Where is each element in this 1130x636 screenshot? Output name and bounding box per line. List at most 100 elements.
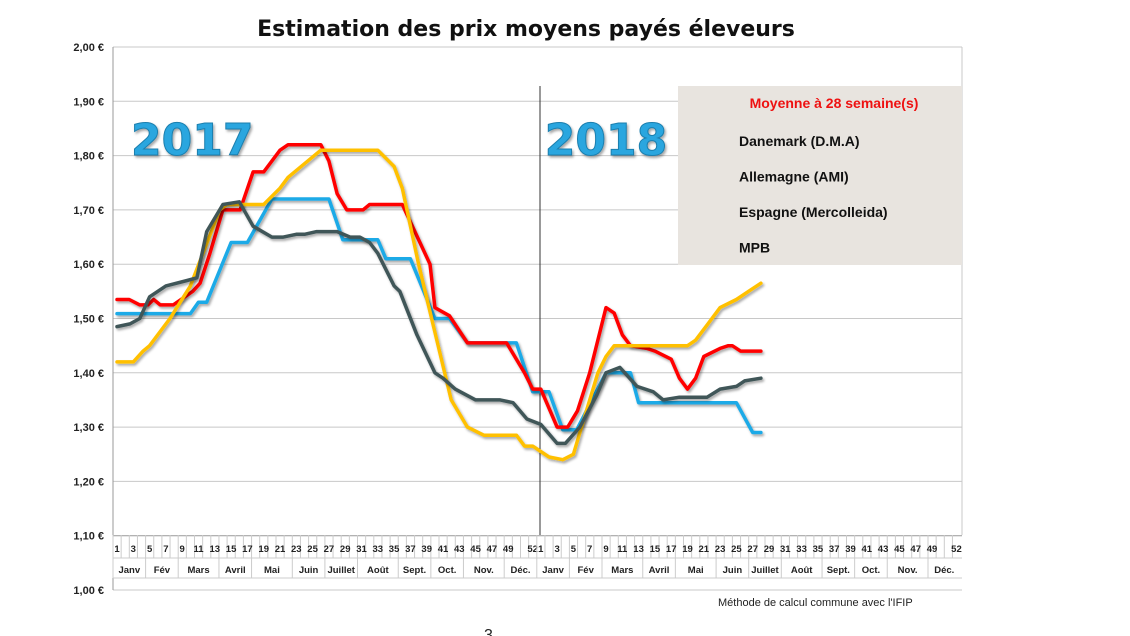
legend-label: Danemark (D.M.A) — [739, 133, 860, 149]
week-tick-label: 25 — [731, 544, 742, 555]
month-label: Mars — [611, 565, 633, 576]
week-tick-label: 49 — [927, 544, 938, 555]
week-tick-label: 17 — [666, 544, 677, 555]
legend-label: Allemagne (AMI) — [739, 169, 849, 185]
series-line-mpb — [115, 200, 763, 446]
y-tick-label: 2,00 € — [73, 42, 104, 54]
week-tick-label: 33 — [373, 544, 384, 555]
month-label: Avril — [225, 565, 246, 576]
week-tick-label: 13 — [633, 544, 644, 555]
week-tick-label: 37 — [405, 544, 416, 555]
series-lines — [115, 142, 763, 462]
week-tick-label: 7 — [587, 544, 592, 555]
week-tick-label: 23 — [291, 544, 302, 555]
series-line-danemark — [115, 197, 763, 435]
week-tick-label: 39 — [421, 544, 432, 555]
y-tick-label: 1,40 € — [73, 368, 104, 380]
y-tick-label: 1,30 € — [73, 422, 104, 434]
week-tick-label: 43 — [878, 544, 889, 555]
month-label: Fév — [154, 565, 171, 576]
week-tick-label: 9 — [180, 544, 185, 555]
week-tick-label: 29 — [764, 544, 775, 555]
week-tick-label: 21 — [699, 544, 710, 555]
month-label: Juillet — [327, 565, 355, 576]
week-tick-label: 41 — [438, 544, 449, 555]
month-label: Mai — [264, 565, 280, 576]
month-label: Août — [367, 565, 389, 576]
month-label: Janv — [118, 565, 140, 576]
y-tick-label: 1,80 € — [73, 151, 104, 163]
week-tick-label: 45 — [470, 544, 481, 555]
week-tick-label: 47 — [910, 544, 921, 555]
year-label-2017: 2017 — [131, 115, 253, 166]
month-label: Déc. — [510, 565, 530, 576]
week-tick-label: 15 — [650, 544, 661, 555]
month-label: Juillet — [751, 565, 779, 576]
week-tick-label: 35 — [389, 544, 400, 555]
month-label: Déc. — [934, 565, 954, 576]
month-label: Mars — [187, 565, 209, 576]
week-tick-label: 1 — [114, 544, 120, 555]
month-label: Oct. — [862, 565, 880, 576]
month-label: Sept. — [403, 565, 426, 576]
week-tick-label: 21 — [275, 544, 286, 555]
week-tick-label: 45 — [894, 544, 905, 555]
week-tick-label: 15 — [226, 544, 237, 555]
legend-title: Moyenne à 28 semaine(s) — [750, 95, 919, 111]
week-tick-label: 3 — [554, 544, 559, 555]
week-tick-label: 23 — [715, 544, 726, 555]
series-line-allemagne — [115, 142, 763, 429]
week-tick-label: 29 — [340, 544, 351, 555]
method-note: Méthode de calcul commune avec l'IFIP — [718, 597, 913, 609]
week-tick-label: 47 — [487, 544, 498, 555]
week-tick-label: 33 — [796, 544, 807, 555]
week-tick-label: 11 — [617, 544, 628, 555]
legend-label: MPB — [739, 240, 770, 256]
week-tick-label: 52 — [951, 544, 962, 555]
week-tick-label: 43 — [454, 544, 465, 555]
week-tick-label: 7 — [163, 544, 168, 555]
page-number: 3 — [484, 627, 493, 636]
week-tick-label: 5 — [571, 544, 577, 555]
y-tick-label: 1,50 € — [73, 314, 104, 326]
y-tick-label: 1,10 € — [73, 531, 104, 543]
month-label: Avril — [649, 565, 670, 576]
week-tick-label: 39 — [845, 544, 856, 555]
y-tick-label: 1,90 € — [73, 96, 104, 108]
month-label: Janv — [542, 565, 564, 576]
month-label: Juin — [723, 565, 743, 576]
week-tick-label: 3 — [131, 544, 136, 555]
y-tick-label: 1,70 € — [73, 205, 104, 217]
week-tick-label: 31 — [780, 544, 791, 555]
series-line-espagne — [115, 148, 763, 462]
month-label: Nov. — [474, 565, 494, 576]
legend: Moyenne à 28 semaine(s) Danemark (D.M.A)… — [678, 86, 962, 265]
week-tick-label: 13 — [210, 544, 221, 555]
week-tick-label: 41 — [862, 544, 873, 555]
month-label: Nov. — [898, 565, 918, 576]
week-tick-label: 37 — [829, 544, 840, 555]
week-tick-label: 11 — [193, 544, 204, 555]
year-label-2018: 2018 — [545, 115, 667, 166]
year-labels: 2017 2018 — [131, 115, 668, 167]
week-tick-label: 9 — [603, 544, 608, 555]
month-label: Oct. — [438, 565, 456, 576]
week-tick-label: 17 — [242, 544, 253, 555]
y-axis-ticks: 1,00 € 1,10 € 1,20 € 1,30 € 1,40 € 1,50 € 1,60… — [73, 42, 104, 597]
month-label: Août — [791, 565, 813, 576]
x-axis-table: 1 3 5 7 9 11 13 15 17 19 21 23 25 27 29 31 33 35 37 39 41 43 4… — [112, 535, 962, 579]
month-label: Sept. — [827, 565, 850, 576]
week-tick-label: 5 — [147, 544, 153, 555]
week-tick-label: 19 — [258, 544, 269, 555]
week-tick-label: 25 — [307, 544, 318, 555]
month-label: Juin — [299, 565, 319, 576]
chart-title: Estimation des prix moyens payés éleveur… — [257, 17, 795, 42]
week-tick-label: 52 — [527, 544, 538, 555]
month-label: Fév — [578, 565, 595, 576]
week-tick-label: 1 — [538, 544, 544, 555]
week-tick-label: 27 — [747, 544, 758, 555]
y-tick-label: 1,60 € — [73, 259, 104, 271]
y-tick-label: 1,20 € — [73, 476, 104, 488]
week-tick-label: 49 — [503, 544, 514, 555]
